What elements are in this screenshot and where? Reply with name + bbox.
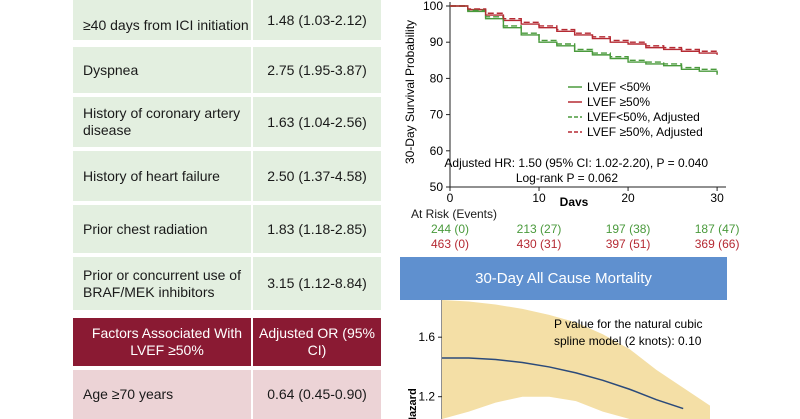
x-tick-label: 10 <box>532 191 546 205</box>
factor-label: History of coronary artery disease <box>73 97 251 147</box>
x-tick-label: 20 <box>621 191 635 205</box>
x-axis-label: Days <box>560 195 589 206</box>
table-header: Factors Associated With LVEF ≥50% Adjust… <box>73 318 381 366</box>
y-tick-label: 100 <box>423 0 443 13</box>
factor-label: History of heart failure <box>73 151 251 201</box>
hazard-spline-chart: 1.2 1.6 P value for the natural cubic spl… <box>407 300 710 419</box>
y-tick-label: 60 <box>430 144 444 158</box>
odds-ratio-value: 2.75 (1.95-3.87) <box>253 47 381 93</box>
odds-ratio-value: 2.50 (1.37-4.58) <box>253 151 381 201</box>
legend-label: LVEF<50%, Adjusted <box>587 110 700 124</box>
factor-label: Age ≥70 years <box>73 370 251 419</box>
factor-label: ≥40 days from ICI initiation <box>73 0 251 40</box>
header-adjusted-or: Adjusted OR (95% CI) <box>253 318 381 366</box>
at-risk-cell: 369 (66) <box>694 237 740 251</box>
table-row: History of heart failure 2.50 (1.37-4.58… <box>73 151 381 201</box>
legend-label: LVEF ≥50% <box>587 95 650 109</box>
y-axis: 50 60 70 80 90 100 0 10 20 30 <box>423 0 726 205</box>
at-risk-cell: 213 (27) <box>516 222 562 236</box>
logrank-annotation: Log-rank P = 0.062 <box>516 171 619 185</box>
mortality-banner: 30-Day All Cause Mortality <box>400 257 727 300</box>
y-axis-label: 30-Day Survival Probability <box>403 20 417 164</box>
table-row: Dyspnea 2.75 (1.95-3.87) <box>73 47 381 93</box>
odds-ratio-value: 3.15 (1.12-8.84) <box>253 257 381 310</box>
at-risk-cell: 430 (31) <box>516 237 562 251</box>
survival-line-4 <box>450 5 718 54</box>
at-risk-cell: 244 (0) <box>430 222 470 236</box>
factor-label: Prior chest radiation <box>73 205 251 253</box>
y-tick-label: 80 <box>430 71 444 85</box>
y-tick-label: 90 <box>430 35 444 49</box>
at-risk-cell: 197 (38) <box>605 222 651 236</box>
at-risk-cell: 187 (47) <box>694 222 740 236</box>
at-risk-table: At Risk (Events) 244 (0) 213 (27) 197 (38)… <box>398 204 739 256</box>
at-risk-cell: 397 (51) <box>605 237 651 251</box>
hazard-axis-label: Hazard <box>407 388 419 419</box>
at-risk-cell: 463 (0) <box>430 237 470 251</box>
legend-label: LVEF <50% <box>587 80 651 94</box>
legend: LVEF <50%LVEF ≥50%LVEF<50%, AdjustedLVEF… <box>568 80 703 139</box>
y-tick-label: 70 <box>430 108 444 122</box>
spline-pvalue-line1: P value for the natural cubic <box>554 317 703 331</box>
table-row: Prior or concurrent use of BRAF/MEK inhi… <box>73 257 381 310</box>
table-row: Age ≥70 years 0.64 (0.45-0.90) <box>73 370 381 419</box>
spline-pvalue-line2: spline model (2 knots): 0.10 <box>554 334 702 348</box>
x-tick-label: 30 <box>710 191 724 205</box>
header-factor: Factors Associated With LVEF ≥50% <box>73 318 251 366</box>
hazard-spline-line <box>442 357 684 410</box>
odds-ratio-value: 1.83 (1.18-2.85) <box>253 205 381 253</box>
y-tick-label: 1.6 <box>418 330 435 344</box>
factor-label: Prior or concurrent use of BRAF/MEK inhi… <box>73 257 251 310</box>
hr-annotation: Adjusted HR: 1.50 (95% CI: 1.02-2.20), P… <box>444 156 708 170</box>
survival-line-3 <box>450 5 718 73</box>
table-row: ≥40 days from ICI initiation 1.48 (1.03-… <box>73 0 381 40</box>
table-row: History of coronary artery disease 1.63 … <box>73 97 381 147</box>
at-risk-label: At Risk (Events) <box>410 207 498 221</box>
factors-table: ≥40 days from ICI initiation 1.48 (1.03-… <box>73 0 381 419</box>
odds-ratio-value: 0.64 (0.45-0.90) <box>253 370 381 419</box>
factor-label: Dyspnea <box>73 47 251 93</box>
legend-label: LVEF ≥50%, Adjusted <box>587 125 703 139</box>
table-row: Prior chest radiation 1.83 (1.18-2.85) <box>73 205 381 253</box>
spline-plot <box>442 300 710 419</box>
y-axis: 1.2 1.6 <box>418 300 443 419</box>
x-tick-label: 0 <box>447 191 454 205</box>
y-tick-label: 1.2 <box>418 390 435 404</box>
confidence-band <box>442 300 710 419</box>
survival-curves <box>450 5 718 75</box>
odds-ratio-value: 1.48 (1.03-2.12) <box>253 0 381 40</box>
odds-ratio-value: 1.63 (1.04-2.56) <box>253 97 381 147</box>
y-tick-label: 50 <box>430 180 444 194</box>
